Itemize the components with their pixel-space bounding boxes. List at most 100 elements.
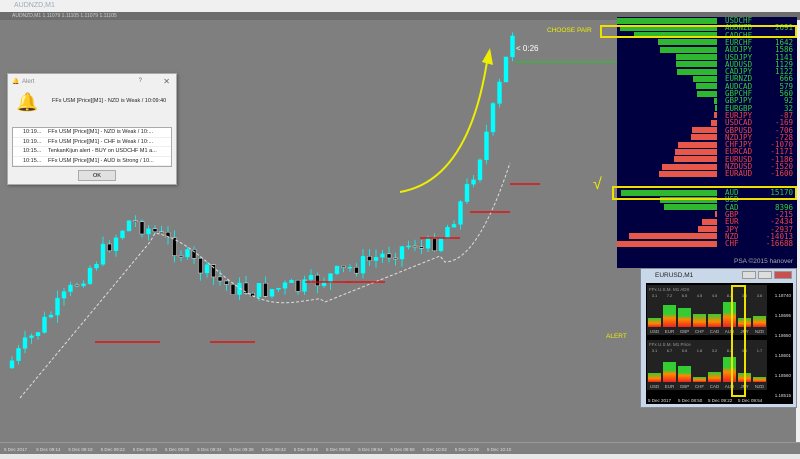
strength-bar: [617, 17, 717, 24]
time-tick: 5 Dec 10:10: [487, 447, 512, 452]
strength-value: -169: [774, 118, 793, 128]
strength-column: [678, 307, 691, 327]
strength-column: [693, 376, 706, 382]
pair-highlight: [600, 25, 797, 38]
currency-label: GBP: [679, 329, 690, 334]
help-button[interactable]: ?: [138, 78, 142, 84]
candle: [289, 279, 294, 283]
time-tick: 5 Dec 09:30: [165, 447, 190, 452]
time-tick: 5 Dec 10:02: [422, 447, 447, 452]
pair-name: NZDUSD: [725, 162, 753, 171]
time-tick: 5 Dec 09:46: [293, 447, 319, 452]
price-label: 1.18601: [774, 353, 791, 358]
alert-list-item[interactable]: 10:19... FFx USM [Price][M1] - CHF is Wea…: [13, 138, 171, 147]
pair-name: NZDJPY: [725, 132, 753, 142]
pair-name: EURCAD: [725, 147, 753, 157]
candle: [61, 291, 67, 299]
currency-label: NZD: [754, 384, 765, 389]
close-button[interactable]: ✕: [163, 77, 170, 86]
currency-label: AUD: [724, 384, 735, 389]
time-label: 5 Dec 2017: [648, 398, 672, 403]
dialog-title: Alert: [22, 79, 35, 85]
strength-value: 2691: [774, 23, 793, 33]
strength-bar: [621, 189, 717, 196]
candle: [250, 292, 255, 297]
pair-name: EURUSD: [725, 154, 753, 164]
chart-tabs[interactable]: [0, 454, 800, 459]
indicator-header: FFx U.S.M. M1 ADX: [649, 287, 690, 292]
alert-list[interactable]: 10:19... FFx USM [Price][M1] - NZD is Wea…: [12, 127, 172, 167]
strength-row: EURCHF 1642: [617, 38, 797, 46]
pair-name: CHF: [725, 239, 739, 249]
pair-name: EURGBP: [725, 103, 753, 113]
indicator-value: 4.5: [711, 293, 718, 298]
pair-name: USDCHF: [725, 17, 753, 25]
candle: [48, 314, 54, 318]
bell-large-icon: 🔔: [16, 92, 39, 112]
time-tick: 5 Dec 09:22: [100, 447, 125, 452]
strength-value: 8396: [774, 202, 793, 212]
strength-bar: [715, 105, 717, 112]
aud-highlight: [731, 285, 746, 397]
strength-bar: [617, 240, 717, 247]
strength-bar: [657, 39, 717, 46]
strength-value: -1600: [770, 169, 793, 179]
strength-value: 92: [783, 96, 793, 106]
time-tick: 5 Dec 09:58: [390, 447, 415, 452]
strength-bar: [713, 112, 717, 119]
strength-value: 32: [783, 103, 793, 113]
candle: [81, 283, 86, 287]
pair-name: AUDUSD: [725, 59, 753, 69]
strength-value: -706: [774, 125, 793, 135]
pair-name: GBPJPY: [725, 96, 753, 106]
candle: [113, 237, 119, 251]
alert-text: TenkanKijun alert - BUY on USDCHF M1 a..…: [48, 148, 157, 154]
strength-bar: [676, 68, 717, 75]
strength-row: NZDUSD -1520: [617, 163, 797, 170]
chart-header: AUDNZD,M1 1.11079 1.11105 1.11079 1.1110…: [0, 12, 800, 20]
minimize-button[interactable]: [742, 271, 756, 279]
strength-row: AUD 15170: [617, 189, 797, 196]
strength-row: GBPJPY 92: [617, 96, 797, 106]
strength-row: AUDJPY 1586: [617, 46, 797, 54]
ok-button[interactable]: OK: [78, 170, 116, 181]
strength-value: 1129: [774, 59, 793, 69]
candle: [438, 238, 444, 252]
strength-column: [708, 313, 721, 327]
candle: [451, 224, 457, 228]
moving-average: [19, 162, 511, 399]
strength-bar: [701, 218, 717, 225]
strength-row: EURGBP 32: [617, 103, 797, 113]
strength-row: USDCAD -169: [617, 118, 797, 128]
strength-row: AUDNZD 2691: [617, 23, 797, 33]
candle: [328, 273, 333, 283]
candle: [94, 264, 99, 269]
strength-value: 1122: [774, 67, 793, 77]
price-label: 1.18695: [774, 313, 791, 318]
time-label: 5 Dec 08:50: [678, 398, 703, 403]
alert-list-item[interactable]: 10:15... TenkanKijun alert - BUY on USDCH…: [13, 147, 171, 157]
candle: [204, 264, 210, 274]
alert-list-item[interactable]: 10:15... FFx USM [Price][M1] - AUD is Str…: [13, 157, 171, 166]
strength-column: [663, 361, 676, 382]
time-label: 5 Dec 09:22: [708, 398, 733, 403]
strength-column: [663, 305, 676, 327]
candle: [159, 231, 164, 233]
candle: [198, 258, 203, 274]
panel-footer: PSA ©2015 hanover: [734, 258, 793, 265]
strength-column: [708, 372, 721, 382]
strength-column: [648, 372, 661, 382]
candle: [399, 246, 405, 260]
eurusd-window[interactable]: EURUSD,M1 FFx U.S.M. M1 ADX 3.1 7.2 6.5 4.5 4…: [640, 268, 797, 408]
pair-name: CADCHF: [725, 30, 753, 40]
alert-list-item[interactable]: 10:19... FFx USM [Price][M1] - NZD is Wea…: [13, 128, 171, 138]
mini-title: EURUSD,M1: [655, 272, 694, 279]
candle: [211, 264, 216, 278]
pair-name: AUD: [725, 188, 739, 197]
pair-name: CHFJPY: [725, 140, 753, 150]
alert-time: 10:19...: [23, 138, 42, 145]
close-button[interactable]: [774, 271, 792, 279]
candle: [425, 238, 431, 249]
mini-chart: FFx U.S.M. M1 ADX 3.1 7.2 6.5 4.5 4.5 8.2 3.0 3.…: [646, 283, 793, 404]
maximize-button[interactable]: [758, 271, 772, 279]
